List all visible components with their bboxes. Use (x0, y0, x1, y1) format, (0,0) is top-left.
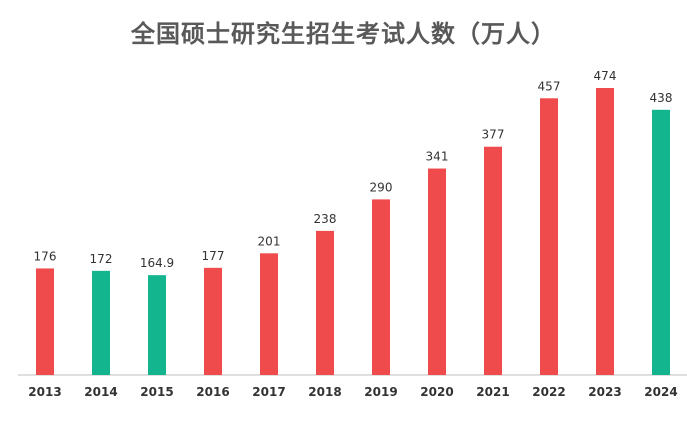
value-label-2024: 438 (650, 91, 673, 105)
x-tick-label-2014: 2014 (84, 385, 117, 399)
x-tick-labels-group: 2013 2014 2015 2016 2017 2018 2019 2020 2021 2022… (28, 385, 677, 399)
value-label-2020: 341 (426, 150, 449, 164)
bar-2017 (260, 253, 278, 375)
value-label-2022: 457 (538, 79, 561, 93)
x-tick-label-2020: 2020 (420, 385, 453, 399)
value-label-2013: 176 (34, 249, 57, 263)
value-label-2015: 164.9 (140, 256, 174, 270)
bar-2015 (148, 275, 166, 375)
x-tick-label-2018: 2018 (308, 385, 341, 399)
bar-2016 (204, 267, 222, 375)
bar-2020 (428, 168, 446, 375)
bar-2021 (484, 146, 502, 375)
x-tick-label-2024: 2024 (644, 385, 677, 399)
value-label-2023: 474 (594, 69, 617, 83)
value-label-2019: 290 (370, 180, 393, 194)
x-tick-label-2022: 2022 (532, 385, 565, 399)
value-label-2016: 177 (202, 249, 225, 263)
value-label-2021: 377 (482, 128, 505, 142)
bar-2019 (372, 199, 390, 375)
x-tick-label-2021: 2021 (476, 385, 509, 399)
value-label-2018: 238 (314, 212, 337, 226)
bar-2024 (652, 109, 670, 375)
bar-2013 (36, 268, 54, 375)
value-label-2017: 201 (258, 234, 281, 248)
x-tick-label-2019: 2019 (364, 385, 397, 399)
x-tick-label-2015: 2015 (140, 385, 173, 399)
chart-title: 全国硕士研究生招生考试人数（万人） (131, 20, 556, 48)
bar-2022 (540, 98, 558, 376)
value-labels-group: 176 172 164.9 177 201 238 290 341 377 457 474 438 (34, 69, 673, 270)
bars-group (36, 88, 670, 376)
x-tick-label-2016: 2016 (196, 385, 229, 399)
bar-2023 (596, 88, 614, 375)
bar-2014 (92, 270, 110, 375)
bar-2018 (316, 230, 334, 375)
x-tick-label-2017: 2017 (252, 385, 285, 399)
x-tick-label-2013: 2013 (28, 385, 61, 399)
value-label-2014: 172 (90, 252, 113, 266)
x-tick-label-2023: 2023 (588, 385, 621, 399)
